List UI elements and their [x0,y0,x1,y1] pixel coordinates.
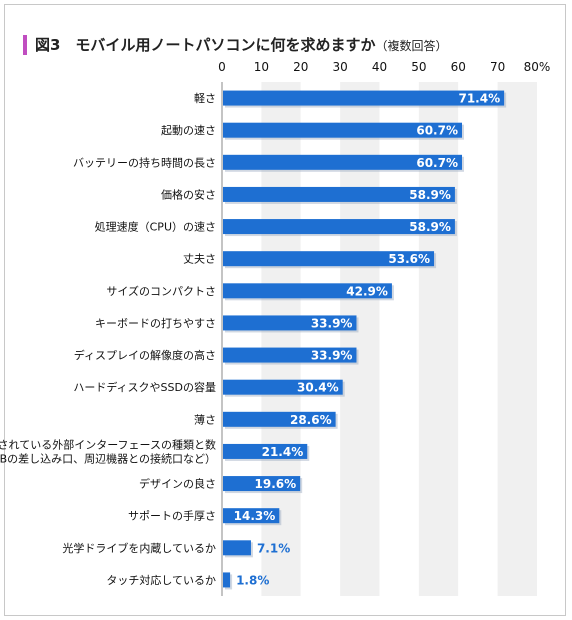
bar-value-label: 42.9% [346,284,388,298]
bar-value-label: 30.4% [297,381,339,395]
category-label: 搭載されている外部インターフェースの種類と数 [0,437,216,451]
x-tick-label: 70 [490,60,505,74]
x-tick-label: 30 [332,60,347,74]
category-label: 軽さ [194,92,216,105]
bar-value-label: 60.7% [416,124,458,138]
x-tick-label: 10 [254,60,269,74]
chart-subtitle: （複数回答） [375,39,448,53]
bar-value-label: 33.9% [311,316,353,330]
bar [223,476,301,492]
category-label: 光学ドライブを内蔵しているか [62,541,216,555]
category-label: 処理速度（CPU）の速さ [95,220,216,234]
category-label: ハードディスクやSSDの容量 [73,380,216,394]
bar [223,251,435,267]
bar [223,540,251,556]
bar-value-label: 71.4% [458,92,500,106]
bar [223,379,343,395]
bar-value-label: 21.4% [262,445,304,459]
category-label: サイズのコンパクトさ [106,284,216,298]
category-label: タッチ対応しているか [106,573,216,587]
category-label: （USBの差し込み口、周辺機器との接続口など） [0,451,216,465]
bar [223,508,280,524]
bar [223,283,392,299]
bar-value-label: 33.9% [311,349,353,363]
x-tick-label: 60 [451,60,466,74]
category-label: ディスプレイの解像度の高さ [74,348,216,362]
category-label: 価格の安さ [161,187,216,201]
category-label: 薄さ [194,412,216,426]
bar [223,219,455,235]
bar [223,186,455,202]
bar-value-label: 14.3% [234,509,276,523]
category-label: デザインの良さ [139,477,216,491]
bar [223,90,505,106]
bar-value-label: 19.6% [255,477,297,491]
bar [223,315,357,331]
bar-value-label: 7.1% [257,541,290,555]
bar-value-label: 53.6% [388,252,430,266]
x-tick-label: 40 [372,60,387,74]
grid-band [497,82,537,596]
bar-value-label: 60.7% [416,156,458,170]
bar [223,347,357,363]
x-tick-label: 80% [524,60,551,74]
category-label: サポートの手厚さ [128,509,216,523]
bar [223,154,463,170]
category-label: 丈夫さ [183,253,216,266]
bar-value-label: 58.9% [409,220,451,234]
title-accent-bar [23,35,27,55]
bar [223,411,336,427]
category-label: バッテリーの持ち時間の長さ [73,155,216,169]
bar-value-label: 58.9% [409,188,451,202]
x-tick-label: 20 [293,60,308,74]
bar [223,572,231,588]
bar-value-label: 1.8% [236,573,269,587]
x-tick-label: 50 [411,60,426,74]
chart-title: 図3 モバイル用ノートパソコンに何を求めますか（複数回答） [35,35,447,56]
bar-value-label: 28.6% [290,413,332,427]
grid-band [458,82,498,596]
chart-title-main: 図3 モバイル用ノートパソコンに何を求めますか [35,36,376,54]
bar [223,122,463,138]
category-label: 起動の速さ [161,123,216,137]
x-tick-label: 0 [218,60,226,74]
category-label: キーボードの打ちやすさ [95,316,216,330]
bar [223,443,308,459]
